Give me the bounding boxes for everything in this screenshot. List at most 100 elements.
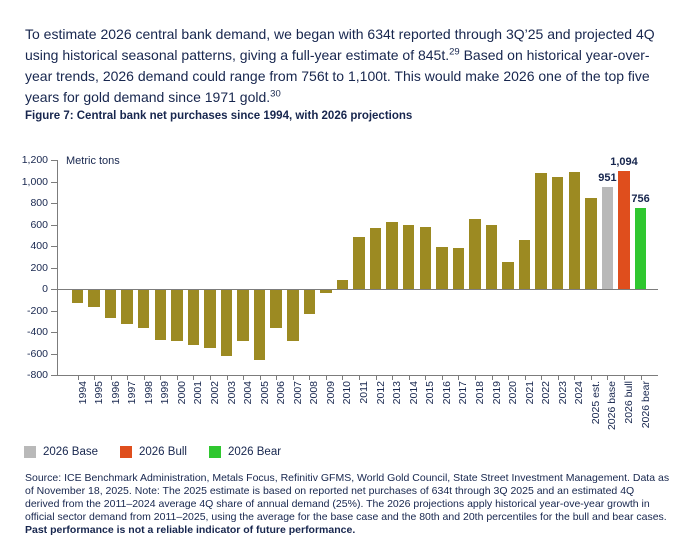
x-axis-tick [574, 376, 576, 380]
bar-value-label-2026-base: 951 [598, 171, 617, 184]
x-axis-line [57, 375, 658, 376]
x-tick-label-2005: 2005 [258, 381, 271, 405]
x-axis-tick [392, 376, 394, 380]
bar-1994 [71, 289, 84, 303]
y-axis-tick [51, 332, 57, 333]
x-tick-label-2022: 2022 [540, 381, 553, 405]
legend-swatch-icon [120, 446, 132, 458]
x-axis-tick [226, 376, 228, 380]
x-axis-tick [623, 376, 625, 380]
x-axis-tick [375, 376, 377, 380]
y-axis-line [57, 160, 58, 376]
x-tick-label-2011: 2011 [358, 381, 371, 404]
bar-1998 [137, 289, 150, 328]
x-tick-label-2016: 2016 [440, 381, 453, 405]
footnote-marker: 30 [270, 88, 281, 100]
x-tick-label-2002: 2002 [208, 381, 221, 405]
x-axis-tick [110, 376, 112, 380]
x-axis-tick [607, 376, 609, 380]
x-tick-label-2024: 2024 [573, 381, 586, 405]
x-axis-tick [209, 376, 211, 380]
bar-value-label-2026-bull: 1,094 [610, 156, 638, 169]
x-axis-tick [425, 376, 427, 380]
y-tick-label-200: 200 [30, 261, 48, 274]
x-axis-tick [292, 376, 294, 380]
x-axis-tick [127, 376, 129, 380]
y-axis-tick [51, 160, 57, 161]
x-tick-label-2017: 2017 [457, 381, 470, 405]
bar-2002 [204, 289, 216, 348]
bar-value-label-2026-bear: 756 [631, 192, 650, 205]
y-tick-label-400: 400 [30, 240, 48, 252]
x-axis-tick [259, 376, 261, 380]
zero-baseline [58, 288, 658, 290]
bar-2021 [518, 240, 531, 289]
bar-2008 [303, 289, 316, 315]
y-axis-tick [51, 289, 57, 290]
bar-2026-bear [634, 207, 647, 289]
intro-text: Based on historical year-over-year trend… [25, 47, 650, 105]
x-tick-label-2008: 2008 [308, 381, 321, 405]
y-tick-label--800: -800 [26, 369, 48, 381]
source-note-text: Source: ICE Benchmark Administration, Me… [25, 472, 670, 523]
y-tick-label-0: 0 [42, 283, 48, 295]
x-axis-tick [590, 376, 592, 380]
bar-2000 [171, 289, 183, 341]
bar-2017 [452, 248, 465, 289]
y-axis-tick [51, 310, 57, 312]
x-axis-tick [94, 376, 96, 380]
x-tick-label-2023: 2023 [556, 381, 569, 405]
legend-label: 2026 Base [43, 446, 98, 458]
x-tick-label-2018: 2018 [473, 381, 486, 405]
x-axis-tick [557, 376, 559, 380]
x-axis-tick [276, 376, 278, 380]
past-performance-disclaimer: Past performance is not a reliable indic… [25, 524, 356, 536]
x-tick-label-1998: 1998 [142, 381, 155, 405]
x-axis-tick [143, 376, 145, 380]
x-tick-label-1995: 1995 [93, 381, 106, 405]
bar-2006 [270, 289, 282, 329]
legend-item-2026-base: 2026 Base [24, 446, 98, 458]
y-axis-tick [51, 246, 57, 247]
legend-label: 2026 Bear [227, 446, 282, 458]
bar-2019 [485, 224, 498, 289]
x-axis-tick [458, 376, 460, 380]
x-tick-label-2003: 2003 [225, 381, 238, 405]
bar-2011 [353, 237, 365, 289]
legend-item-2026-bear: 2026 Bear [208, 446, 282, 458]
bar-2007 [287, 289, 299, 342]
y-tick-label--400: -400 [26, 326, 48, 338]
bar-2001 [187, 289, 200, 345]
bar-2020 [502, 262, 514, 289]
x-tick-label-1996: 1996 [109, 381, 122, 405]
legend-swatch-icon [24, 446, 36, 458]
bar-2012 [369, 227, 382, 289]
legend-swatch-icon [208, 446, 221, 458]
x-axis-tick [524, 376, 526, 380]
bar-2004 [237, 289, 249, 341]
x-axis-tick [193, 376, 195, 380]
x-tick-label-2013: 2013 [391, 381, 404, 405]
x-tick-label-2004: 2004 [242, 381, 255, 405]
x-tick-label-2015: 2015 [424, 381, 437, 405]
x-axis-tick [77, 376, 79, 380]
x-tick-label-2001: 2001 [192, 381, 205, 405]
bar-2026-bull [618, 171, 630, 289]
bar-2026-base [601, 186, 614, 289]
bar-2025-est- [585, 198, 597, 289]
bar-2022 [535, 172, 547, 289]
bar-2015 [419, 227, 431, 289]
y-tick-label--600: -600 [26, 347, 48, 360]
y-axis-tick [51, 181, 57, 183]
x-tick-label-1997: 1997 [126, 381, 139, 405]
bar-1997 [121, 289, 133, 324]
x-tick-label-2009: 2009 [324, 381, 337, 405]
x-tick-label-2006: 2006 [275, 381, 288, 405]
y-axis-tick [51, 203, 57, 204]
legend-item-2026-bull: 2026 Bull [120, 446, 187, 458]
y-axis-unit-label: Metric tons [66, 155, 120, 167]
y-tick-label--200: -200 [26, 304, 48, 317]
bar-2023 [551, 177, 564, 289]
x-axis-tick [359, 376, 361, 380]
